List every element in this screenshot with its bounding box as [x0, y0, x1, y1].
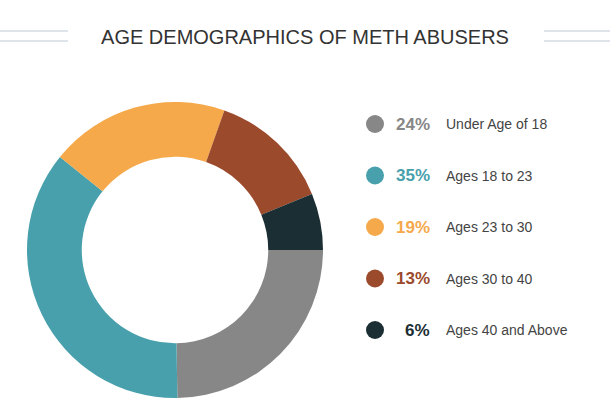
- svg-text:Ages 30 to 40: Ages 30 to 40: [446, 271, 533, 287]
- svg-text:AGE DEMOGRAPHICS OF METH ABUSE: AGE DEMOGRAPHICS OF METH ABUSERS: [101, 26, 509, 48]
- svg-text:Ages 40 and Above: Ages 40 and Above: [446, 322, 568, 338]
- svg-text:Ages 18 to 23: Ages 18 to 23: [446, 168, 533, 184]
- svg-text:19%: 19%: [396, 218, 430, 237]
- svg-text:6%: 6%: [405, 321, 430, 340]
- svg-text:24%: 24%: [396, 115, 430, 134]
- svg-text:Under Age of 18: Under Age of 18: [446, 116, 547, 132]
- svg-text:35%: 35%: [396, 166, 430, 185]
- svg-text:13%: 13%: [396, 269, 430, 288]
- svg-text:Ages 23 to 30: Ages 23 to 30: [446, 219, 533, 235]
